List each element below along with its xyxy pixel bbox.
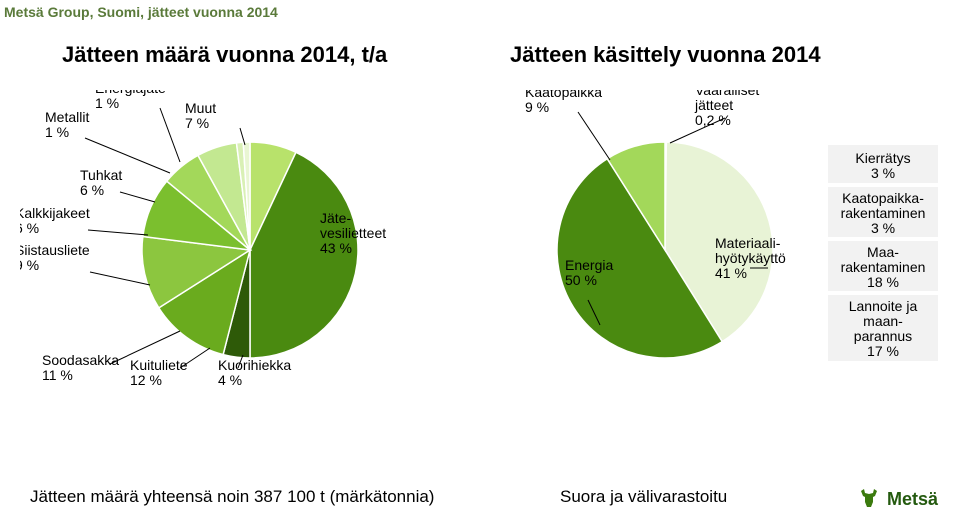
slice-label: Siistausliete9 % xyxy=(20,242,90,273)
slice-label: Kalkkijakeet6 % xyxy=(20,205,90,236)
chart-right-title: Jätteen käsittely vuonna 2014 xyxy=(510,42,821,68)
slice-label: Soodasakka11 % xyxy=(42,352,119,383)
metsa-logo: Metsä xyxy=(857,487,938,511)
pie-left: Muut7 %Jäte-vesilietteet43 %Kuorihiekka4… xyxy=(20,90,450,430)
slice-label: Energiajäte1 % xyxy=(95,90,166,111)
slice-label: Tuhkat6 % xyxy=(80,167,122,198)
footer-left: Jätteen määrä yhteensä noin 387 100 t (m… xyxy=(30,487,434,507)
slice-label: Muut7 % xyxy=(185,100,216,131)
slice-label: Kuorihiekka4 % xyxy=(218,357,291,388)
footer-right: Suora ja välivarastoitu xyxy=(560,487,727,507)
pie-right: Vaarallisetjätteet0,2 %Materiaali-hyötyk… xyxy=(470,90,900,430)
chart-left-title: Jätteen määrä vuonna 2014, t/a xyxy=(62,42,387,68)
moose-icon xyxy=(857,487,881,511)
slice-label: Kaatopaikka9 % xyxy=(525,90,602,115)
slice-label: Vaarallisetjätteet0,2 % xyxy=(694,90,759,128)
page-title: Metsä Group, Suomi, jätteet vuonna 2014 xyxy=(4,4,278,20)
logo-text: Metsä xyxy=(887,489,938,510)
slice-label: Kuituliete12 % xyxy=(130,357,188,388)
slice-label: Metallit1 % xyxy=(45,109,89,140)
